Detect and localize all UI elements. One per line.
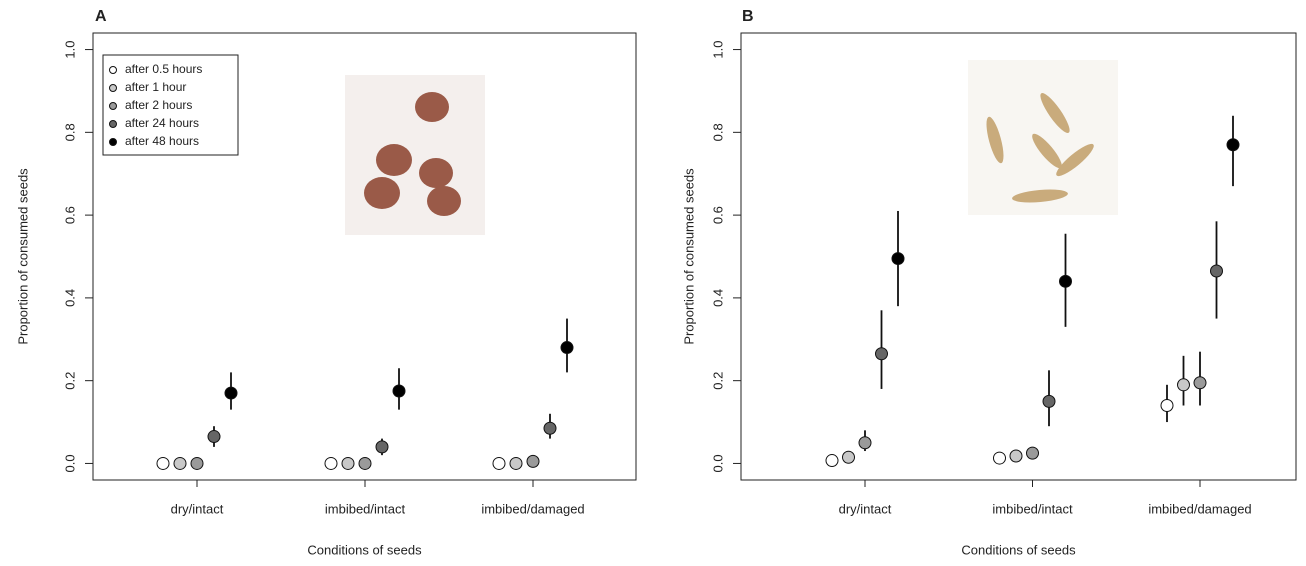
- data-point: [875, 347, 888, 361]
- legend-swatch: [109, 102, 117, 110]
- y-axis-label: Proportion of consumed seeds: [681, 168, 696, 345]
- data-point: [509, 456, 523, 470]
- panel-label: A: [95, 8, 107, 25]
- data-point: [341, 456, 355, 470]
- plot-frame: [740, 32, 1297, 481]
- y-tick-label: 0.8: [710, 123, 725, 141]
- data-point: [1160, 399, 1174, 412]
- data-point: [842, 450, 855, 464]
- x-axis-label: Conditions of seeds: [961, 542, 1076, 557]
- data-point: [1177, 378, 1190, 392]
- x-tick-label: imbibed/intact: [325, 501, 406, 516]
- seed-photo-b: [968, 60, 1118, 215]
- legend-swatch: [109, 66, 117, 74]
- y-tick-label: 0.2: [710, 372, 725, 390]
- data-point: [1059, 274, 1072, 288]
- y-tick-label: 0.6: [62, 206, 77, 224]
- x-axis-label: Conditions of seeds: [307, 542, 422, 557]
- data-point: [543, 421, 557, 435]
- legend-label: after 1 hour: [125, 80, 186, 94]
- legend-label: after 2 hours: [125, 98, 192, 112]
- data-point: [207, 430, 221, 444]
- y-tick-label: 0.4: [710, 289, 725, 307]
- y-tick-label: 1.0: [62, 41, 77, 59]
- data-point: [392, 384, 406, 398]
- legend-label: after 48 hours: [125, 134, 199, 148]
- data-point: [825, 454, 839, 468]
- data-point: [560, 341, 574, 355]
- legend-label: after 0.5 hours: [125, 62, 202, 76]
- data-point: [156, 456, 170, 470]
- y-tick-label: 1.0: [710, 41, 725, 59]
- data-point: [224, 386, 238, 400]
- legend-swatch: [109, 120, 117, 128]
- data-point: [1026, 446, 1039, 460]
- data-point: [858, 436, 872, 450]
- y-tick-label: 0.4: [62, 289, 77, 307]
- x-tick-label: dry/intact: [839, 501, 892, 516]
- y-tick-label: 0.2: [62, 372, 77, 390]
- seed-photo-a: [345, 75, 485, 235]
- y-axis-label: Proportion of consumed seeds: [15, 168, 30, 345]
- data-point: [358, 456, 372, 470]
- legend-label: after 24 hours: [125, 116, 199, 130]
- data-point: [1226, 138, 1240, 152]
- data-point: [1009, 449, 1023, 463]
- data-point: [526, 454, 540, 468]
- data-point: [891, 252, 905, 266]
- legend-box: [102, 54, 239, 156]
- panel: B Conditions of seeds Proportion of consum…: [681, 8, 1297, 557]
- y-tick-label: 0.0: [62, 454, 77, 472]
- legend-swatch: [109, 138, 117, 146]
- panel: A Conditions of seeds Proportion of consum…: [15, 8, 637, 557]
- legend-swatch: [109, 84, 117, 92]
- data-point: [993, 451, 1006, 465]
- data-point: [492, 456, 506, 470]
- y-tick-label: 0.0: [710, 454, 725, 472]
- x-tick-label: imbibed/intact: [992, 501, 1073, 516]
- data-point: [375, 440, 389, 454]
- y-tick-label: 0.8: [62, 123, 77, 141]
- x-tick-label: imbibed/damaged: [1148, 501, 1251, 516]
- data-point: [1193, 376, 1207, 390]
- data-point: [173, 456, 187, 470]
- panel-label: B: [742, 8, 754, 25]
- x-tick-label: dry/intact: [171, 501, 224, 516]
- data-point: [1210, 264, 1223, 278]
- y-tick-label: 0.6: [710, 206, 725, 224]
- x-tick-label: imbibed/damaged: [481, 501, 584, 516]
- data-point: [190, 456, 204, 470]
- data-point: [1042, 394, 1056, 408]
- data-point: [324, 456, 338, 470]
